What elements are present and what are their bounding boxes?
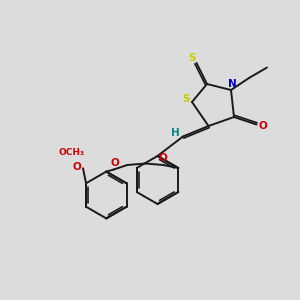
Text: O: O	[72, 162, 81, 172]
Text: OCH₃: OCH₃	[58, 148, 84, 157]
Text: S: S	[182, 94, 190, 104]
Text: N: N	[228, 79, 237, 89]
Text: O: O	[111, 158, 120, 168]
Text: S: S	[188, 52, 196, 63]
Text: O: O	[258, 121, 267, 131]
Text: H: H	[171, 128, 180, 139]
Text: O: O	[158, 153, 167, 164]
